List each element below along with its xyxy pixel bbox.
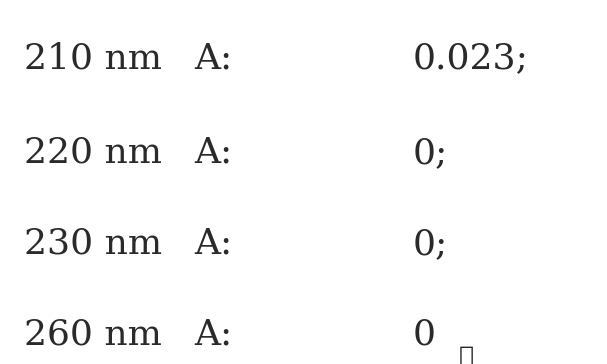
Text: 。: 。: [458, 345, 473, 364]
Text: 230 nm: 230 nm: [24, 227, 163, 261]
Text: 220 nm: 220 nm: [24, 136, 162, 170]
Text: A:: A:: [194, 227, 232, 261]
Text: 260 nm: 260 nm: [24, 318, 162, 352]
Text: A:: A:: [194, 136, 232, 170]
Text: A:: A:: [194, 41, 232, 75]
Text: 0;: 0;: [413, 136, 448, 170]
Text: A:: A:: [194, 318, 232, 352]
Text: 210 nm: 210 nm: [24, 41, 162, 75]
Text: 0;: 0;: [413, 227, 448, 261]
Text: 0: 0: [413, 318, 436, 352]
Text: 0.023;: 0.023;: [413, 41, 529, 75]
